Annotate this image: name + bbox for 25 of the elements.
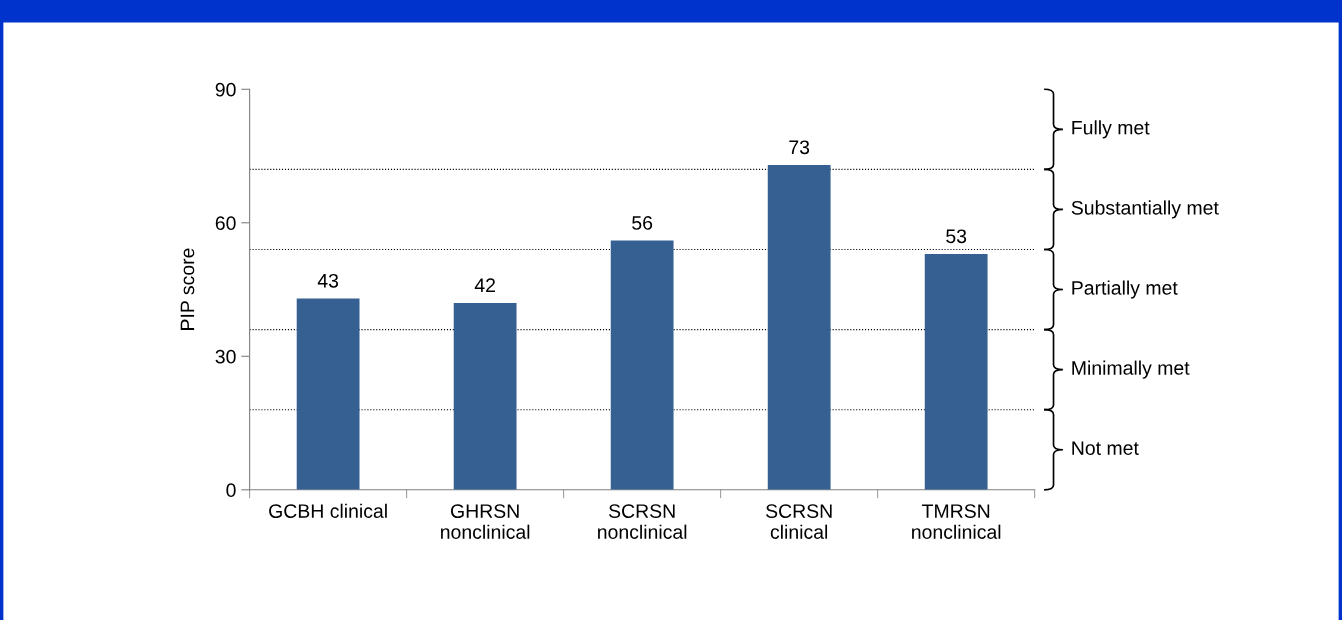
bar	[453, 302, 517, 490]
data-label: 53	[946, 229, 967, 244]
text: Fully met	[1072, 120, 1150, 139]
x-tick-label: SCRSN nonclinical	[598, 504, 687, 539]
data-label: 73	[789, 140, 810, 155]
bar	[610, 240, 674, 490]
text: Minimally met	[1072, 360, 1190, 379]
bar	[767, 164, 831, 490]
y-tick-label: 90	[215, 82, 236, 97]
y-axis-title: PIP score	[180, 248, 195, 330]
y-tick-label: 60	[215, 216, 236, 231]
bar	[296, 298, 360, 490]
y-tick-label: 30	[215, 349, 236, 364]
text: Partially met	[1072, 280, 1178, 299]
x-tick-label: GHRSN nonclinical	[441, 504, 530, 539]
data-label: 43	[317, 273, 339, 288]
data-label: 42	[474, 278, 495, 292]
data-label: 56	[632, 216, 653, 230]
y-tick-label: 0	[226, 483, 236, 498]
x-tick-label: TMRSN nonclinical	[912, 504, 1001, 539]
text: Not met	[1072, 441, 1139, 455]
x-tick-label: GCBH clinical	[269, 503, 387, 518]
bar	[924, 253, 988, 490]
text: Substantially met	[1071, 200, 1219, 219]
x-tick-label: SCRSN clinical	[766, 504, 832, 539]
